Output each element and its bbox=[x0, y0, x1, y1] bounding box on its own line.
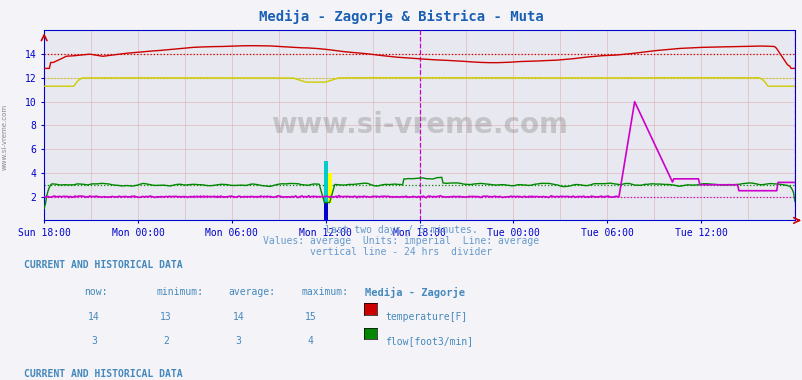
Text: vertical line - 24 hrs  divider: vertical line - 24 hrs divider bbox=[310, 247, 492, 257]
Text: CURRENT AND HISTORICAL DATA: CURRENT AND HISTORICAL DATA bbox=[24, 260, 183, 270]
Text: maximum:: maximum: bbox=[301, 287, 348, 297]
Text: 4: 4 bbox=[307, 336, 314, 346]
Text: 3: 3 bbox=[235, 336, 241, 346]
Text: minimum:: minimum: bbox=[156, 287, 204, 297]
Text: now:: now: bbox=[84, 287, 107, 297]
Text: 14: 14 bbox=[233, 312, 244, 321]
Text: flow[foot3/min]: flow[foot3/min] bbox=[385, 336, 473, 346]
Text: www.si-vreme.com: www.si-vreme.com bbox=[2, 104, 8, 170]
Bar bbox=[328, 173, 331, 203]
Text: 2: 2 bbox=[163, 336, 169, 346]
Text: Values: average  Units: imperial  Line: average: Values: average Units: imperial Line: av… bbox=[263, 236, 539, 246]
Text: last two days / 5 minutes.: last two days / 5 minutes. bbox=[325, 225, 477, 235]
Text: 13: 13 bbox=[160, 312, 172, 321]
Text: average:: average: bbox=[229, 287, 276, 297]
Bar bbox=[324, 203, 328, 220]
Text: www.si-vreme.com: www.si-vreme.com bbox=[271, 111, 567, 139]
Text: temperature[F]: temperature[F] bbox=[385, 312, 467, 321]
Bar bbox=[324, 161, 328, 203]
Text: Medija - Zagorje & Bistrica - Muta: Medija - Zagorje & Bistrica - Muta bbox=[259, 10, 543, 24]
Text: Medija - Zagorje: Medija - Zagorje bbox=[365, 287, 465, 298]
Text: 3: 3 bbox=[91, 336, 97, 346]
Text: 14: 14 bbox=[88, 312, 99, 321]
Text: CURRENT AND HISTORICAL DATA: CURRENT AND HISTORICAL DATA bbox=[24, 369, 183, 378]
Text: 15: 15 bbox=[305, 312, 316, 321]
